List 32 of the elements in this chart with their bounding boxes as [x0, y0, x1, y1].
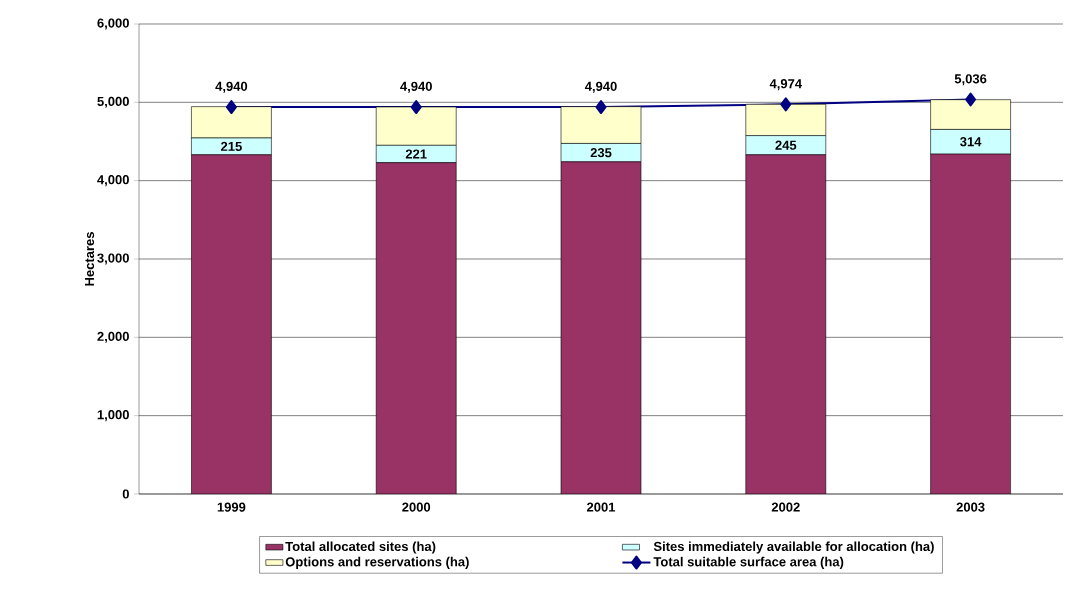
data-label: 4,940	[584, 81, 617, 93]
y-tick-label: 4,000	[97, 175, 129, 187]
bar	[191, 154, 272, 494]
legend-label: Total allocated sites (ha)	[285, 541, 436, 554]
legend-label: Options and reservations (ha)	[285, 556, 469, 569]
y-tick-label: 6,000	[97, 18, 129, 30]
data-label: 221	[405, 149, 427, 159]
data-label: 4,940	[400, 81, 432, 93]
data-label: 235	[590, 148, 612, 158]
data-label: 314	[960, 137, 982, 147]
y-tick-label: 5,000	[97, 96, 129, 108]
y-tick-label: 1,000	[97, 410, 129, 422]
x-tick-label: 2003	[956, 502, 985, 512]
data-label: 215	[221, 141, 242, 151]
bar	[745, 154, 827, 494]
y-tick-label: 0	[122, 489, 129, 499]
legend-label: Total suitable surface area (ha)	[653, 556, 844, 569]
x-tick-label: 2001	[587, 502, 616, 512]
x-tick-label: 1999	[217, 502, 246, 512]
y-tick-label: 3,000	[97, 253, 129, 265]
y-tick-label: 2,000	[97, 331, 129, 343]
data-label: 245	[775, 140, 797, 150]
legend-label: Sites immediately available for allocation (ha)	[653, 541, 934, 554]
x-tick-label: 2000	[402, 502, 431, 512]
x-tick-label: 2002	[771, 502, 800, 512]
data-label: 4,940	[215, 81, 248, 93]
data-label: 5,036	[954, 74, 987, 86]
data-label: 4,974	[769, 79, 802, 91]
bar	[560, 161, 642, 494]
y-axis-title: Hectares	[85, 232, 95, 286]
bar	[930, 153, 1011, 494]
bar	[375, 162, 457, 494]
